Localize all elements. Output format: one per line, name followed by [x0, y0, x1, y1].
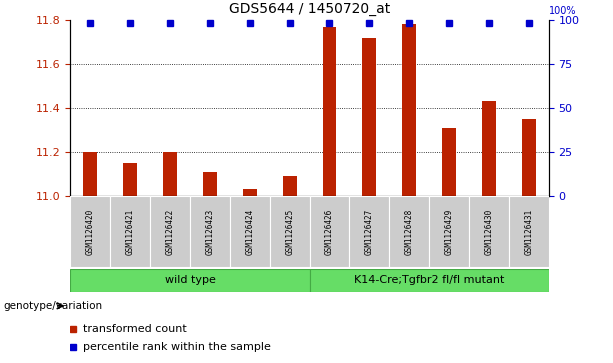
- Bar: [389, 196, 429, 267]
- Text: transformed count: transformed count: [83, 323, 187, 334]
- Bar: [203, 172, 217, 196]
- Text: GSM1126425: GSM1126425: [285, 208, 294, 254]
- Text: GSM1126424: GSM1126424: [245, 208, 254, 254]
- Bar: [509, 196, 549, 267]
- Text: wild type: wild type: [165, 276, 215, 285]
- Bar: [442, 128, 456, 196]
- Text: GSM1126430: GSM1126430: [484, 208, 493, 254]
- Text: percentile rank within the sample: percentile rank within the sample: [83, 342, 272, 352]
- Text: K14-Cre;Tgfbr2 fl/fl mutant: K14-Cre;Tgfbr2 fl/fl mutant: [354, 276, 504, 285]
- Bar: [70, 196, 110, 267]
- Bar: [163, 152, 177, 196]
- Bar: [83, 152, 97, 196]
- Bar: [522, 119, 536, 196]
- Bar: [429, 196, 469, 267]
- Bar: [70, 269, 310, 292]
- Title: GDS5644 / 1450720_at: GDS5644 / 1450720_at: [229, 2, 390, 16]
- Text: GSM1126423: GSM1126423: [205, 208, 215, 254]
- Text: GSM1126426: GSM1126426: [325, 208, 334, 254]
- Bar: [270, 196, 310, 267]
- Bar: [322, 26, 337, 196]
- Text: GSM1126421: GSM1126421: [126, 208, 135, 254]
- Bar: [123, 163, 137, 196]
- Bar: [349, 196, 389, 267]
- Text: GSM1126427: GSM1126427: [365, 208, 374, 254]
- Bar: [362, 37, 376, 196]
- Text: genotype/variation: genotype/variation: [3, 301, 102, 311]
- Bar: [310, 269, 549, 292]
- Bar: [469, 196, 509, 267]
- Text: GSM1126420: GSM1126420: [86, 208, 95, 254]
- Bar: [310, 196, 349, 267]
- Bar: [190, 196, 230, 267]
- Text: GSM1126429: GSM1126429: [444, 208, 454, 254]
- Text: GSM1126428: GSM1126428: [405, 208, 414, 254]
- Bar: [230, 196, 270, 267]
- Bar: [283, 176, 297, 196]
- Bar: [402, 24, 416, 196]
- Bar: [482, 101, 496, 196]
- Bar: [243, 189, 257, 196]
- Bar: [150, 196, 190, 267]
- Text: 100%: 100%: [549, 7, 576, 16]
- Bar: [110, 196, 150, 267]
- Text: GSM1126431: GSM1126431: [524, 208, 533, 254]
- Text: GSM1126422: GSM1126422: [166, 208, 175, 254]
